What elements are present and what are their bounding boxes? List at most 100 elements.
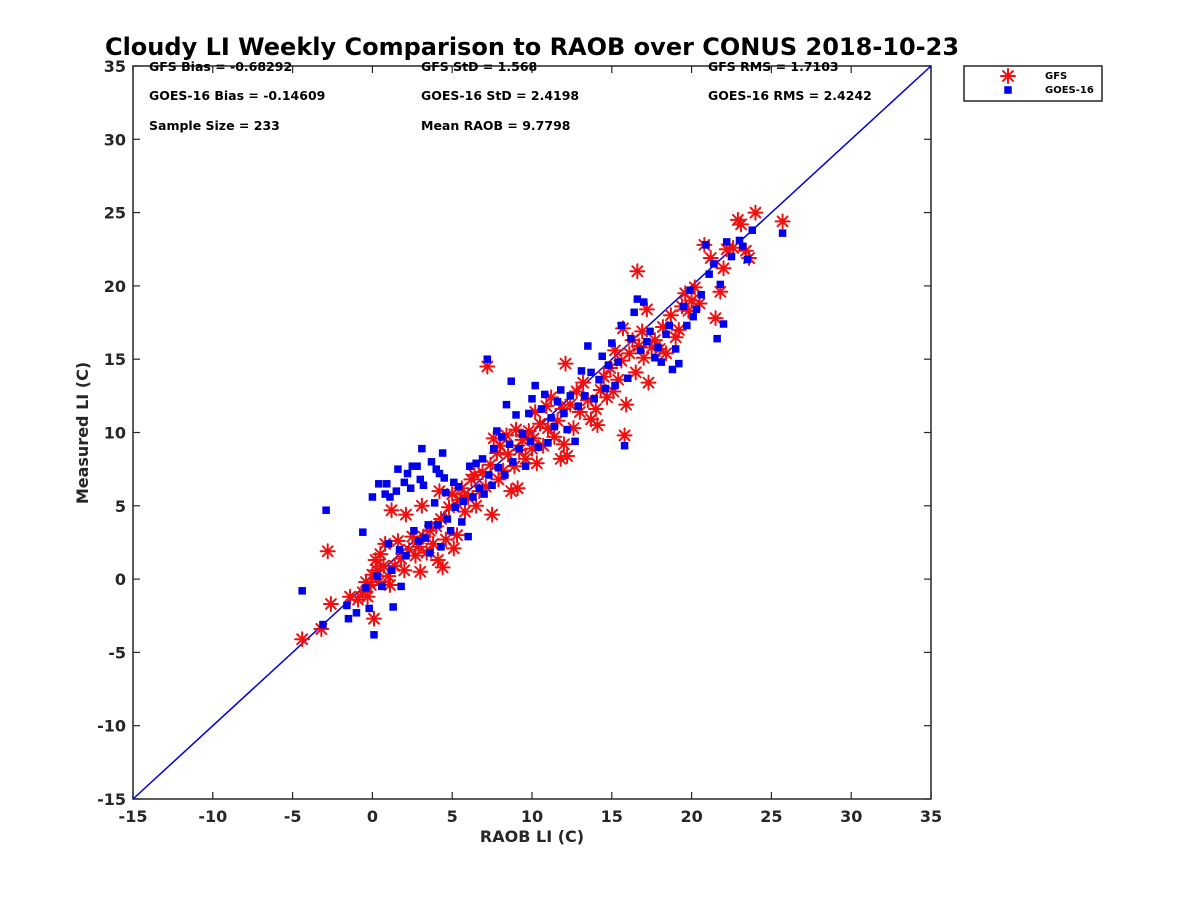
data-point-goes16	[434, 521, 442, 529]
data-point-gfs	[434, 559, 451, 576]
data-point-gfs	[627, 364, 644, 381]
data-point-goes16	[298, 587, 306, 595]
x-tick-label: 5	[447, 807, 458, 826]
data-point-gfs	[587, 401, 604, 418]
data-point-goes16	[697, 290, 705, 299]
data-point-goes16	[611, 381, 619, 390]
data-point-goes16	[494, 463, 503, 472]
y-tick-label: 30	[104, 130, 126, 149]
data-point-goes16	[526, 437, 535, 446]
data-point-gfs	[774, 213, 791, 230]
y-axis-label: Measured LI (C)	[73, 362, 92, 504]
data-point-goes16	[624, 374, 632, 383]
data-point-goes16	[571, 437, 579, 446]
stat-label: GOES-16 StD = 2.4198	[421, 88, 579, 103]
data-point-goes16	[421, 534, 429, 542]
data-point-goes16	[590, 395, 598, 403]
data-point-goes16	[451, 503, 460, 512]
y-tick-label: 10	[104, 424, 126, 443]
series-goes-16	[298, 226, 787, 639]
x-tick-label: -15	[119, 807, 148, 826]
x-tick-label: 0	[367, 807, 378, 826]
data-point-goes16	[598, 352, 606, 361]
y-tick-label: 0	[115, 570, 126, 589]
data-point-goes16	[478, 455, 487, 463]
data-point-goes16	[352, 609, 361, 617]
data-point-goes16	[424, 521, 433, 529]
data-point-goes16	[692, 305, 701, 314]
data-point-goes16	[705, 270, 713, 278]
y-tick-label: 20	[104, 277, 126, 296]
data-point-goes16	[587, 368, 595, 377]
data-point-goes16	[547, 414, 555, 422]
data-point-goes16	[485, 471, 493, 479]
data-point-goes16	[464, 532, 472, 541]
data-point-goes16	[373, 572, 381, 580]
x-tick-label: 15	[601, 807, 623, 826]
data-point-goes16	[413, 462, 421, 470]
data-point-goes16	[620, 441, 629, 450]
x-tick-label: -5	[284, 807, 302, 826]
y-tick-label: -10	[97, 717, 126, 736]
data-point-goes16	[416, 475, 425, 484]
data-point-goes16	[654, 343, 662, 352]
data-point-goes16	[406, 484, 415, 492]
data-point-gfs	[616, 427, 633, 444]
data-point-gfs	[658, 345, 675, 362]
data-point-goes16	[560, 409, 568, 418]
data-point-goes16	[595, 375, 603, 384]
data-point-gfs	[640, 374, 657, 391]
stat-label: Sample Size = 233	[149, 118, 280, 133]
data-point-gfs	[621, 345, 638, 362]
data-point-goes16	[386, 493, 394, 501]
data-point-gfs	[747, 204, 764, 221]
data-point-gfs	[670, 321, 687, 338]
x-tick-label: 10	[521, 807, 543, 826]
x-tick-label: -10	[198, 807, 227, 826]
data-point-gfs	[629, 263, 646, 280]
stat-label: GFS RMS = 1.7103	[708, 59, 839, 74]
data-point-gfs	[733, 216, 750, 233]
data-point-goes16	[630, 308, 638, 317]
data-point-goes16	[627, 334, 635, 343]
data-point-goes16	[430, 499, 439, 507]
data-point-goes16	[435, 469, 444, 478]
data-point-goes16	[633, 295, 642, 303]
data-point-gfs	[456, 503, 473, 520]
data-point-goes16	[359, 528, 367, 536]
data-point-goes16	[713, 334, 721, 343]
data-point-goes16	[419, 481, 428, 490]
y-tick-label: 5	[115, 497, 126, 516]
series-gfs	[294, 204, 791, 648]
data-point-goes16	[443, 515, 452, 523]
data-point-goes16	[665, 321, 674, 330]
legend-gfs-marker	[1000, 68, 1016, 84]
data-point-goes16	[601, 384, 610, 393]
data-point-gfs	[412, 563, 429, 580]
x-tick-label: 20	[680, 807, 702, 826]
data-point-gfs	[413, 497, 430, 514]
data-point-goes16	[639, 298, 648, 306]
data-point-goes16	[427, 458, 436, 466]
data-point-gfs	[707, 310, 724, 327]
data-point-goes16	[662, 330, 670, 339]
data-point-goes16	[344, 614, 353, 623]
data-point-goes16	[748, 226, 756, 234]
legend-goes16-label: GOES-16	[1045, 85, 1094, 96]
data-point-goes16	[735, 236, 744, 245]
one-to-one-line	[132, 65, 932, 800]
data-point-goes16	[368, 493, 377, 501]
data-point-goes16	[408, 462, 417, 470]
stat-label: GFS Bias = -0.68292	[149, 59, 292, 74]
data-point-goes16	[483, 355, 492, 363]
data-point-gfs	[606, 342, 623, 359]
y-axis: -15 -10 -5 0 5 10 15 20 25 30 35	[97, 57, 931, 809]
data-point-gfs	[389, 532, 406, 549]
data-point-goes16	[521, 462, 530, 470]
chart-title: Cloudy LI Weekly Comparison to RAOB over…	[105, 33, 959, 61]
data-point-goes16	[507, 377, 516, 385]
y-tick-label: 25	[104, 204, 126, 223]
data-point-goes16	[515, 444, 523, 453]
data-point-goes16	[397, 582, 405, 591]
